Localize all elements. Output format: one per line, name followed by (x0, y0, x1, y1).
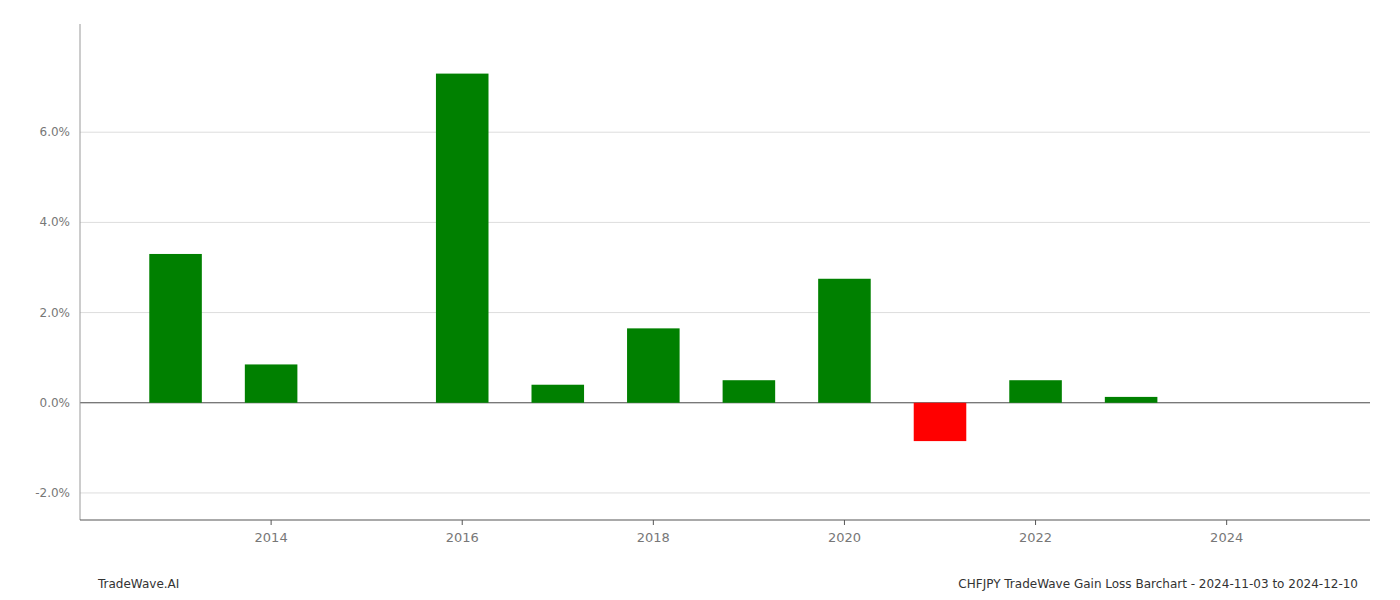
x-tick (462, 520, 463, 525)
footer-text: CHFJPY TradeWave Gain Loss Barchart - 20… (958, 577, 1358, 591)
bar (1009, 380, 1062, 403)
grid-line (80, 312, 1370, 313)
x-axis-line (80, 520, 1370, 521)
x-tick-label: 2022 (1019, 530, 1052, 545)
x-tick (1035, 520, 1036, 525)
bar (914, 403, 967, 441)
grid-line (80, 132, 1370, 133)
bar (1200, 402, 1253, 403)
x-tick (844, 520, 845, 525)
x-tick (271, 520, 272, 525)
bar (149, 254, 202, 403)
x-tick (1226, 520, 1227, 525)
x-tick-label: 2016 (446, 530, 479, 545)
bar (723, 380, 776, 403)
x-tick-label: 2014 (255, 530, 288, 545)
y-tick-label: 0.0% (40, 396, 71, 410)
grid-line (80, 492, 1370, 493)
bar (1105, 397, 1158, 403)
x-tick-label: 2018 (637, 530, 670, 545)
x-tick (653, 520, 654, 525)
bar (245, 364, 298, 402)
grid (80, 132, 1370, 493)
grid-line (80, 222, 1370, 223)
y-tick-label: 2.0% (40, 306, 71, 320)
bar (340, 402, 393, 403)
bar (818, 279, 871, 403)
axes: -2.0% 0.0% 2.0% 4.0% 6.0% 2014 2016 2018 2020 202… (35, 24, 1370, 545)
bar (532, 385, 585, 403)
bar (627, 328, 680, 402)
chart-svg: -2.0% 0.0% 2.0% 4.0% 6.0% 2014 2016 2018 2020 202… (0, 0, 1400, 600)
bars (149, 74, 1157, 441)
footer-text: TradeWave.AI (97, 577, 179, 591)
x-tick-label: 2020 (828, 530, 861, 545)
y-tick-label: 4.0% (40, 215, 71, 229)
y-tick-label: 6.0% (40, 125, 71, 139)
y-axis-line (80, 24, 81, 520)
chart-container: -2.0% 0.0% 2.0% 4.0% 6.0% 2014 2016 2018 2020 202… (0, 0, 1400, 600)
y-tick-label: -2.0% (35, 486, 70, 500)
x-tick-label: 2024 (1210, 530, 1243, 545)
footer: TradeWave.AI CHFJPY TradeWave Gain Loss B… (97, 577, 1358, 591)
bar (436, 74, 489, 403)
